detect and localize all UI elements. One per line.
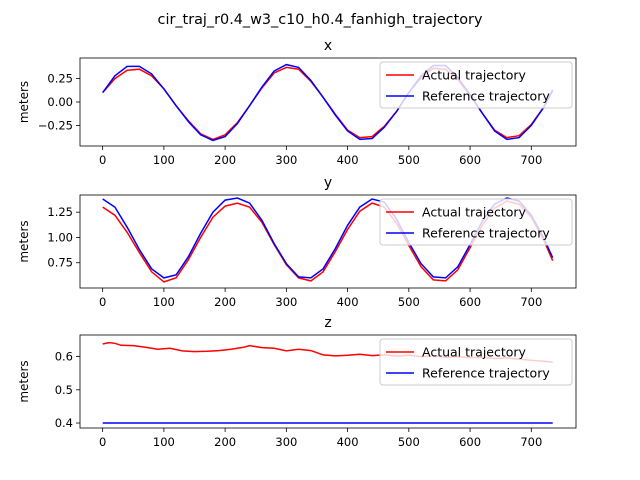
x-tick-label: 500: [398, 295, 420, 309]
axes-frame: [79, 194, 577, 289]
y-tick-label: 0.25: [47, 72, 73, 86]
x-tick-label: 200: [214, 153, 236, 167]
legend-box: [379, 61, 573, 109]
subplot-z: z meters 0 100 200 300 400 500 600 700 0.4 0.5 0.6 Ac…: [17, 315, 577, 449]
legend-entry: Reference trajectory: [422, 366, 550, 381]
x-tick-label: 100: [153, 435, 175, 449]
y-tick-label: 0.4: [55, 416, 73, 430]
x-tick-label: 400: [337, 435, 359, 449]
x-tick-label: 100: [153, 153, 175, 167]
subplot-title: y: [324, 175, 332, 191]
legend: Actual trajectory Reference trajectory: [379, 338, 573, 386]
y-axis-label: meters: [17, 360, 31, 402]
y-tick-label: 0.5: [55, 383, 73, 397]
legend-entry: Actual trajectory: [422, 345, 527, 360]
x-tick-label: 600: [459, 435, 481, 449]
legend-box: [379, 338, 573, 386]
x-tick-label: 200: [214, 435, 236, 449]
y-tick-label: 0.00: [47, 95, 73, 109]
x-tick-label: 700: [520, 435, 542, 449]
subplots: x meters 0 100 200 300 400 500 600 700 −0.25 0.00 0.…: [17, 38, 577, 449]
legend-box: [379, 198, 573, 246]
x-tick-label: 600: [459, 153, 481, 167]
legend: Actual trajectory Reference trajectory: [379, 61, 573, 109]
axes-frame: [79, 57, 577, 147]
x-tick-label: 500: [398, 435, 420, 449]
x-tick-label: 500: [398, 153, 420, 167]
x-tick-label: 600: [459, 295, 481, 309]
y-tick-label: −0.25: [38, 118, 73, 132]
axes-frame: [79, 334, 577, 429]
y-axis-label: meters: [17, 220, 31, 262]
x-tick-label: 700: [520, 295, 542, 309]
subplot-y: y meters 0 100 200 300 400 500 600 700 0.75 1.00 1.2…: [17, 175, 577, 309]
figure-suptitle: cir_traj_r0.4_w3_c10_h0.4_fanhigh_trajec…: [158, 12, 483, 28]
series-line-reference-trajectory: [102, 63, 554, 142]
x-tick-label: 700: [520, 153, 542, 167]
x-tick-label: 300: [275, 295, 297, 309]
x-tick-label: 300: [275, 153, 297, 167]
x-tick-label: 400: [337, 295, 359, 309]
x-tick-label: 0: [99, 295, 106, 309]
y-axis-label: meters: [17, 81, 31, 123]
legend: Actual trajectory Reference trajectory: [379, 198, 573, 246]
x-tick-label: 300: [275, 435, 297, 449]
x-tick-label: 100: [153, 295, 175, 309]
legend-entry: Reference trajectory: [422, 226, 550, 241]
y-tick-label: 1.00: [47, 230, 73, 244]
x-tick-label: 200: [214, 295, 236, 309]
subplot-title: x: [324, 38, 332, 54]
x-tick-label: 0: [99, 153, 106, 167]
subplot-x: x meters 0 100 200 300 400 500 600 700 −0.25 0.00 0.…: [17, 38, 577, 167]
legend-entry: Reference trajectory: [422, 89, 550, 104]
y-tick-label: 1.25: [47, 205, 73, 219]
legend-entry: Actual trajectory: [422, 68, 527, 83]
y-tick-label: 0.6: [55, 350, 73, 364]
legend-entry: Actual trajectory: [422, 205, 527, 220]
x-tick-label: 0: [99, 435, 106, 449]
subplot-title: z: [324, 315, 331, 331]
x-tick-label: 400: [337, 153, 359, 167]
y-tick-label: 0.75: [47, 256, 73, 270]
